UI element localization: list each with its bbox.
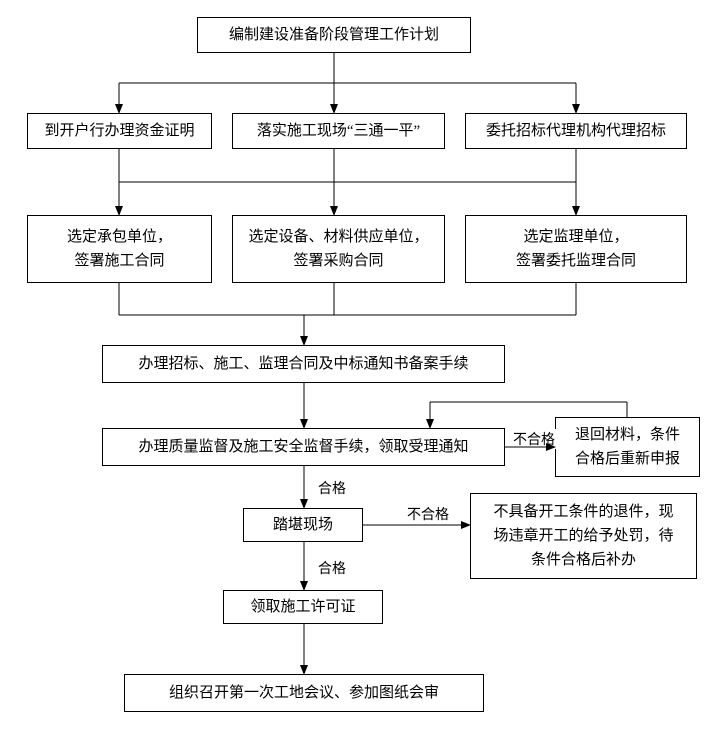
node-n6: 踏堪现场 [243,508,363,542]
node-n1: 编制建设准备阶段管理工作计划 [197,17,471,53]
node-n7: 领取施工许可证 [223,590,383,624]
node-n6r-text: 不具备开工条件的退件，现 场违章开工的给予处罚，待 条件合格后补办 [493,500,673,572]
node-n7-text: 领取施工许可证 [250,595,355,619]
node-n5r: 退回材料，条件 合格后重新申报 [555,417,700,477]
label-e5-6: 合格 [316,478,348,498]
label-e6-7: 合格 [316,558,348,578]
label-e6-6r: 不合格 [405,504,451,524]
node-n6-text: 踏堪现场 [273,513,333,537]
node-n5r-text: 退回材料，条件 合格后重新申报 [575,423,680,471]
node-n2b: 落实施工现场“三通一平” [232,113,445,149]
node-n3a: 选定承包单位， 签署施工合同 [27,215,212,283]
node-n3b-text: 选定设备、材料供应单位， 签署采购合同 [248,225,428,273]
node-n5-text: 办理质量监督及施工安全监督手续，领取受理通知 [138,435,468,459]
node-n3c: 选定监理单位， 签署委托监理合同 [465,215,687,283]
node-n6r: 不具备开工条件的退件，现 场违章开工的给予处罚，待 条件合格后补办 [470,493,697,579]
node-n2c-text: 委托招标代理机构代理招标 [486,119,666,143]
node-n3c-text: 选定监理单位， 签署委托监理合同 [516,225,636,273]
node-n8: 组织召开第一次工地会议、参加图纸会审 [124,674,484,712]
node-n2a-text: 到开户行办理资金证明 [44,119,194,143]
node-n2b-text: 落实施工现场“三通一平” [257,119,420,143]
node-n2a: 到开户行办理资金证明 [27,113,212,149]
node-n5: 办理质量监督及施工安全监督手续，领取受理通知 [102,428,505,466]
node-n4: 办理招标、施工、监理合同及中标通知书备案手续 [102,345,505,383]
node-n4-text: 办理招标、施工、监理合同及中标通知书备案手续 [138,352,468,376]
node-n1-text: 编制建设准备阶段管理工作计划 [229,23,439,47]
node-n2c: 委托招标代理机构代理招标 [465,113,687,149]
node-n3a-text: 选定承包单位， 签署施工合同 [67,225,172,273]
node-n3b: 选定设备、材料供应单位， 签署采购合同 [232,215,445,283]
label-e5-5r: 不合格 [511,429,557,449]
node-n8-text: 组织召开第一次工地会议、参加图纸会审 [169,681,439,705]
